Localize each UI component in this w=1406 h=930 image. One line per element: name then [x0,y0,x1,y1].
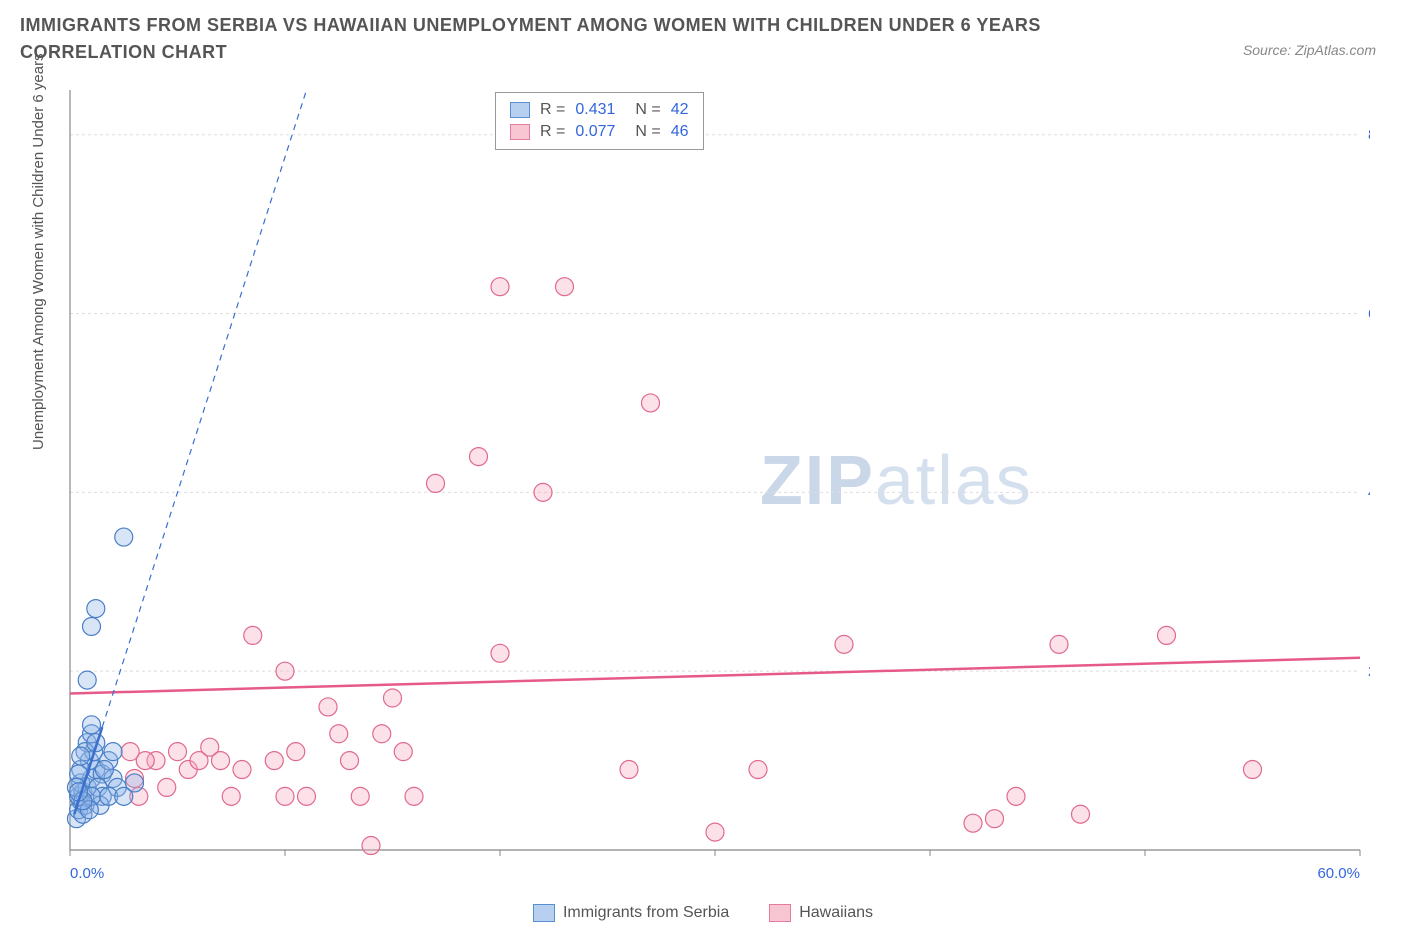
stats-box: R = 0.431 N = 42 R = 0.077 N = 46 [495,92,704,150]
stats-row-1: R = 0.431 N = 42 [510,99,689,121]
svg-text:60.0%: 60.0% [1368,306,1370,323]
legend-item-1: Immigrants from Serbia [533,904,729,922]
legend-item-2: Hawaiians [769,904,873,922]
svg-text:60.0%: 60.0% [1317,865,1360,880]
source-label: Source: ZipAtlas.com [1243,42,1376,58]
svg-text:40.0%: 40.0% [1368,484,1370,501]
legend-label-2: Hawaiians [799,904,873,922]
chart-title: IMMIGRANTS FROM SERBIA VS HAWAIIAN UNEMP… [20,12,1120,66]
y-axis-label: Unemployment Among Women with Children U… [30,53,47,450]
stats-r-label-1: R = [540,101,565,119]
svg-text:0.0%: 0.0% [70,865,104,880]
stats-r-val-2: 0.077 [575,123,615,141]
stats-swatch-blue [510,102,530,118]
stats-n-label-2: N = [635,123,660,141]
chart-area: 20.0% 40.0% 60.0% 80.0% 0.0% 60.0% [60,90,1370,880]
legend-label-1: Immigrants from Serbia [563,904,729,922]
svg-text:80.0%: 80.0% [1368,127,1370,144]
stats-row-2: R = 0.077 N = 46 [510,121,689,143]
scatter-plot: 20.0% 40.0% 60.0% 80.0% 0.0% 60.0% [60,90,1370,880]
bottom-legend: Immigrants from Serbia Hawaiians [0,904,1406,922]
stats-r-val-1: 0.431 [575,101,615,119]
stats-r-label-2: R = [540,123,565,141]
stats-n-val-1: 42 [671,101,689,119]
stats-n-val-2: 46 [671,123,689,141]
svg-text:20.0%: 20.0% [1368,663,1370,680]
legend-swatch-blue [533,904,555,922]
stats-n-label-1: N = [635,101,660,119]
stats-swatch-pink [510,124,530,140]
legend-swatch-pink [769,904,791,922]
